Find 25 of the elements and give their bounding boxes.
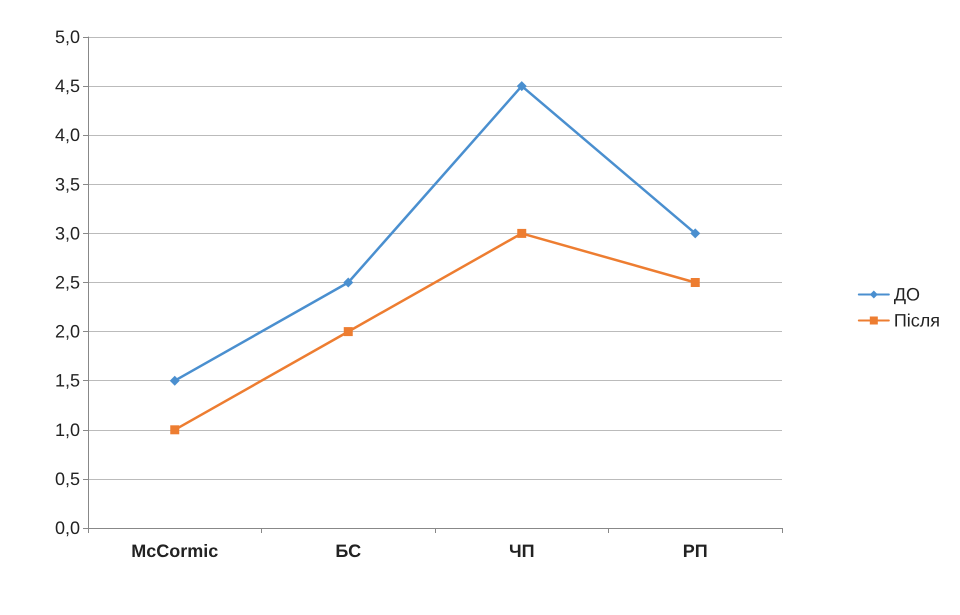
point: [343, 278, 354, 288]
y-tick-label: 4,0: [54, 125, 80, 146]
y-tick-label: 4,5: [54, 76, 80, 96]
y-tick-label: 1,5: [54, 370, 80, 391]
x-tick-label: РП: [682, 541, 708, 561]
y-tick-label: 1,0: [54, 420, 80, 440]
y-tick-label: 2,0: [54, 322, 80, 342]
y-tick-label: 0,0: [54, 518, 80, 538]
x-tick-label: ЧП: [508, 541, 535, 561]
y-tick-label: 5,0: [54, 27, 80, 47]
x-tick-label: McCormic: [131, 541, 218, 561]
y-tick-label: 0,5: [54, 468, 80, 489]
point: [517, 228, 526, 238]
y-tick-label: 3,5: [54, 174, 80, 194]
point: [516, 81, 527, 92]
point: [344, 327, 353, 336]
y-tick-label: 2,5: [54, 272, 80, 292]
legend-label: ДО: [894, 284, 920, 304]
point: [170, 425, 180, 434]
x-tick-label: БС: [335, 541, 362, 561]
point: [690, 278, 700, 287]
point: [170, 376, 180, 386]
point: [690, 228, 700, 238]
legend-label: Після: [894, 310, 940, 330]
y-tick-label: 3,0: [54, 223, 80, 244]
